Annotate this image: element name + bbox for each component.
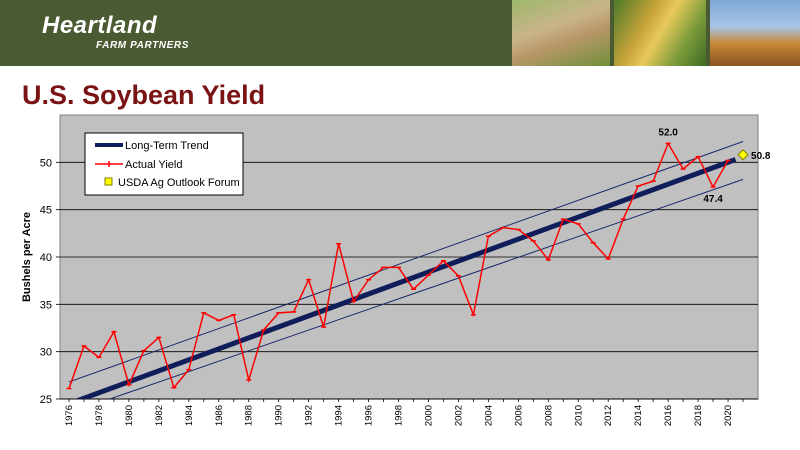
usda-forum-point	[737, 149, 749, 161]
legend-forum-swatch	[104, 177, 113, 186]
x-tick-label: 1998	[394, 405, 405, 426]
trend-line	[74, 157, 737, 399]
x-tick-label: 2012	[603, 405, 614, 426]
x-tick-label: 2008	[543, 405, 554, 426]
cow-photo	[512, 0, 610, 66]
x-tick-label: 2018	[693, 405, 704, 426]
x-tick-label: 1982	[154, 405, 165, 426]
soybean-field-photo	[710, 0, 800, 66]
x-tick-label: 1978	[94, 405, 105, 426]
legend-trend-label: Long-Term Trend	[125, 140, 209, 152]
data-label: 50.8	[751, 151, 771, 162]
y-tick-label: 50	[40, 157, 52, 169]
x-tick-label: 2014	[633, 405, 644, 426]
legend-forum-label: USDA Ag Outlook Forum	[118, 177, 240, 189]
y-axis-label: Bushels per Acre	[21, 212, 33, 302]
x-tick-label: 2004	[483, 405, 494, 426]
x-tick-label: 1984	[184, 405, 195, 426]
x-tick-label: 1994	[334, 405, 345, 426]
yield-chart: 25 30 35 40 45 50 1976 1978 1980 1982 1984 1986 1988…	[21, 114, 771, 426]
trend-band-lower	[108, 178, 744, 399]
trend-band-upper	[68, 141, 744, 383]
x-tick-label: 1990	[274, 405, 285, 426]
x-tick-label: 2000	[423, 405, 434, 426]
x-tick-label: 2016	[663, 405, 674, 426]
x-tick-label: 1988	[244, 405, 255, 426]
y-tick-label: 35	[40, 299, 52, 311]
x-tick-label: 1980	[124, 405, 135, 426]
x-tick-label: 1992	[304, 405, 315, 426]
x-tick-label: 1986	[214, 405, 225, 426]
y-tick-label: 40	[40, 252, 52, 264]
data-label: 47.4	[703, 194, 723, 205]
data-label: 52.0	[658, 127, 678, 138]
x-tick-label: 2006	[513, 405, 524, 426]
x-tick-label: 2010	[573, 405, 584, 426]
brand-tagline: FARM PARTNERS	[96, 40, 189, 51]
header-banner: Heartland FARM PARTNERS	[0, 0, 800, 66]
corn-photo	[614, 0, 706, 66]
x-tick-label: 1976	[64, 405, 75, 426]
page-title: U.S. Soybean Yield	[22, 80, 266, 110]
y-tick-label: 45	[40, 205, 52, 217]
brand-logo: Heartland	[42, 12, 158, 39]
x-tick-label: 2002	[453, 405, 464, 426]
y-tick-label: 30	[40, 347, 52, 359]
x-tick-label: 1996	[364, 405, 375, 426]
y-tick-label: 25	[40, 394, 52, 406]
x-tick-label: 2020	[723, 405, 734, 426]
legend-actual-label: Actual Yield	[125, 159, 182, 171]
